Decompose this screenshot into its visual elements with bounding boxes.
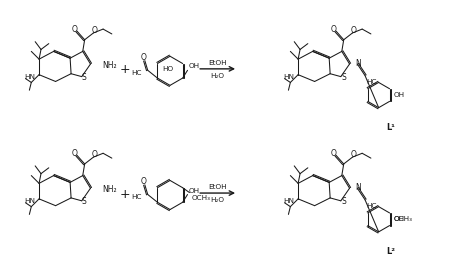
Text: OH: OH bbox=[189, 187, 200, 193]
Text: O: O bbox=[350, 25, 356, 35]
Text: OCH₃: OCH₃ bbox=[393, 215, 412, 221]
Text: HO: HO bbox=[163, 66, 173, 72]
Text: OH: OH bbox=[393, 215, 405, 221]
Text: O: O bbox=[350, 149, 356, 158]
Text: OH: OH bbox=[189, 63, 200, 69]
Text: S: S bbox=[341, 73, 346, 82]
Text: HC: HC bbox=[366, 202, 376, 208]
Text: OCH₃: OCH₃ bbox=[191, 195, 210, 201]
Text: S: S bbox=[82, 197, 86, 205]
Text: O: O bbox=[141, 53, 147, 62]
Text: H₂O: H₂O bbox=[210, 196, 225, 202]
Text: NH₂: NH₂ bbox=[102, 60, 117, 69]
Text: HN: HN bbox=[24, 73, 35, 79]
Text: O: O bbox=[331, 148, 337, 157]
Text: O: O bbox=[331, 25, 337, 34]
Text: N: N bbox=[356, 182, 361, 191]
Text: HN: HN bbox=[24, 197, 35, 203]
Text: L¹: L¹ bbox=[386, 122, 395, 131]
Text: O: O bbox=[91, 149, 97, 158]
Text: N: N bbox=[356, 58, 361, 67]
Text: S: S bbox=[341, 197, 346, 205]
Text: L²: L² bbox=[386, 246, 395, 254]
Text: OH: OH bbox=[393, 91, 405, 97]
Text: O: O bbox=[91, 25, 97, 35]
Text: O: O bbox=[141, 177, 147, 186]
Text: HC: HC bbox=[131, 70, 142, 76]
Text: O: O bbox=[72, 148, 78, 157]
Text: HC: HC bbox=[366, 78, 376, 84]
Text: EtOH: EtOH bbox=[208, 184, 227, 189]
Text: EtOH: EtOH bbox=[208, 60, 227, 66]
Text: NH₂: NH₂ bbox=[102, 184, 117, 193]
Text: H₂O: H₂O bbox=[210, 72, 225, 78]
Text: +: + bbox=[119, 63, 130, 76]
Text: HN: HN bbox=[283, 197, 294, 203]
Text: +: + bbox=[119, 187, 130, 200]
Text: O: O bbox=[72, 25, 78, 34]
Text: HC: HC bbox=[131, 194, 142, 200]
Text: S: S bbox=[82, 73, 86, 82]
Text: HN: HN bbox=[283, 73, 294, 79]
